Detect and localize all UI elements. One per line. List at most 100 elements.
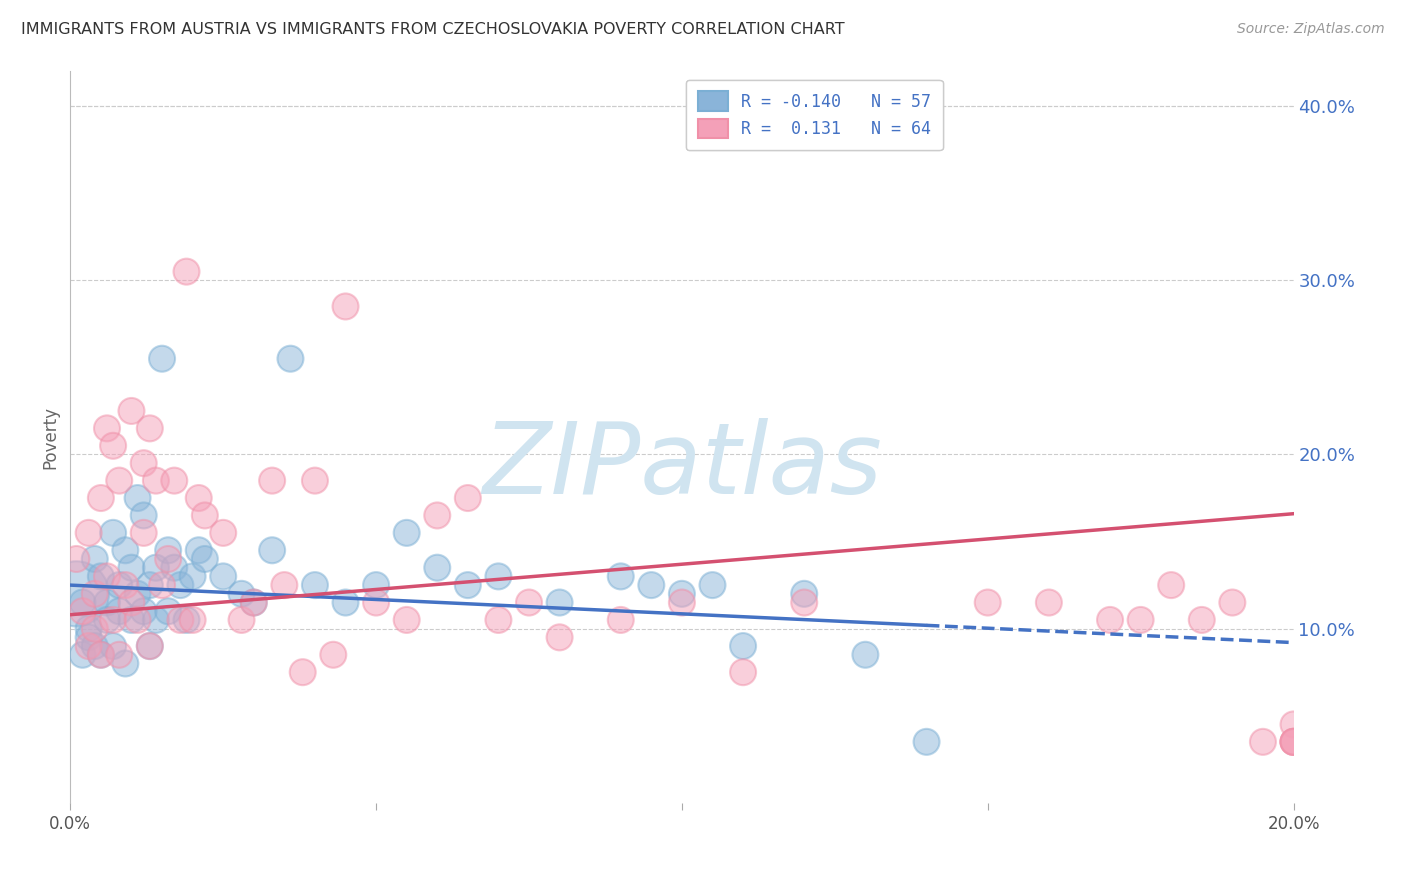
Point <box>243 595 266 609</box>
Point <box>733 639 755 653</box>
Point <box>101 439 124 453</box>
Point <box>1160 578 1182 592</box>
Point <box>194 552 217 566</box>
Point <box>335 300 357 314</box>
Point <box>187 543 209 558</box>
Point <box>243 595 266 609</box>
Point <box>145 474 167 488</box>
Point <box>187 491 209 505</box>
Point <box>457 578 479 592</box>
Point <box>127 613 149 627</box>
Point <box>395 525 418 540</box>
Point <box>83 587 105 601</box>
Point <box>121 613 143 627</box>
Point <box>139 639 162 653</box>
Point <box>488 613 510 627</box>
Point <box>127 491 149 505</box>
Point <box>96 421 118 435</box>
Point <box>114 657 136 671</box>
Point <box>181 613 204 627</box>
Point <box>72 595 94 609</box>
Point <box>121 560 143 574</box>
Point <box>150 578 173 592</box>
Point <box>304 578 326 592</box>
Point <box>366 595 388 609</box>
Point <box>77 622 100 636</box>
Point <box>181 569 204 583</box>
Point <box>77 525 100 540</box>
Point <box>1282 735 1305 749</box>
Point <box>610 569 633 583</box>
Point <box>291 665 314 680</box>
Point <box>157 552 180 566</box>
Point <box>90 648 112 662</box>
Point <box>273 578 295 592</box>
Point <box>304 474 326 488</box>
Point <box>976 595 998 609</box>
Point <box>671 595 693 609</box>
Point <box>793 587 815 601</box>
Point <box>280 351 302 366</box>
Point <box>262 543 284 558</box>
Point <box>90 648 112 662</box>
Point <box>1282 717 1305 731</box>
Point <box>108 648 131 662</box>
Point <box>139 639 162 653</box>
Point <box>157 604 180 618</box>
Point <box>114 578 136 592</box>
Text: ZIPatlas: ZIPatlas <box>482 417 882 515</box>
Point <box>1251 735 1274 749</box>
Point <box>145 613 167 627</box>
Point <box>96 569 118 583</box>
Point <box>176 265 198 279</box>
Point <box>548 595 571 609</box>
Point <box>96 595 118 609</box>
Point <box>176 613 198 627</box>
Point <box>1129 613 1152 627</box>
Point <box>1191 613 1213 627</box>
Point <box>157 543 180 558</box>
Point <box>108 604 131 618</box>
Point <box>83 552 105 566</box>
Point <box>733 665 755 680</box>
Text: IMMIGRANTS FROM AUSTRIA VS IMMIGRANTS FROM CZECHOSLOVAKIA POVERTY CORRELATION CH: IMMIGRANTS FROM AUSTRIA VS IMMIGRANTS FR… <box>21 22 845 37</box>
Legend: R = -0.140   N = 57, R =  0.131   N = 64: R = -0.140 N = 57, R = 0.131 N = 64 <box>686 79 942 150</box>
Point <box>90 569 112 583</box>
Point <box>169 578 191 592</box>
Point <box>262 474 284 488</box>
Point <box>231 613 253 627</box>
Point <box>90 491 112 505</box>
Point <box>83 639 105 653</box>
Point <box>212 569 235 583</box>
Point <box>121 404 143 418</box>
Point <box>132 456 155 470</box>
Point <box>1282 735 1305 749</box>
Point <box>72 648 94 662</box>
Point <box>145 560 167 574</box>
Point <box>855 648 877 662</box>
Point <box>96 613 118 627</box>
Point <box>77 631 100 645</box>
Point <box>1282 735 1305 749</box>
Point <box>77 639 100 653</box>
Point <box>366 578 388 592</box>
Point <box>101 639 124 653</box>
Point <box>65 587 87 601</box>
Point <box>139 421 162 435</box>
Point <box>163 560 186 574</box>
Point <box>127 587 149 601</box>
Point <box>114 543 136 558</box>
Point <box>671 587 693 601</box>
Point <box>72 604 94 618</box>
Point <box>322 648 344 662</box>
Point <box>488 569 510 583</box>
Point <box>194 508 217 523</box>
Point <box>1220 595 1243 609</box>
Point <box>793 595 815 609</box>
Point <box>65 552 87 566</box>
Y-axis label: Poverty: Poverty <box>41 406 59 468</box>
Point <box>457 491 479 505</box>
Point <box>132 508 155 523</box>
Point <box>83 622 105 636</box>
Point <box>139 578 162 592</box>
